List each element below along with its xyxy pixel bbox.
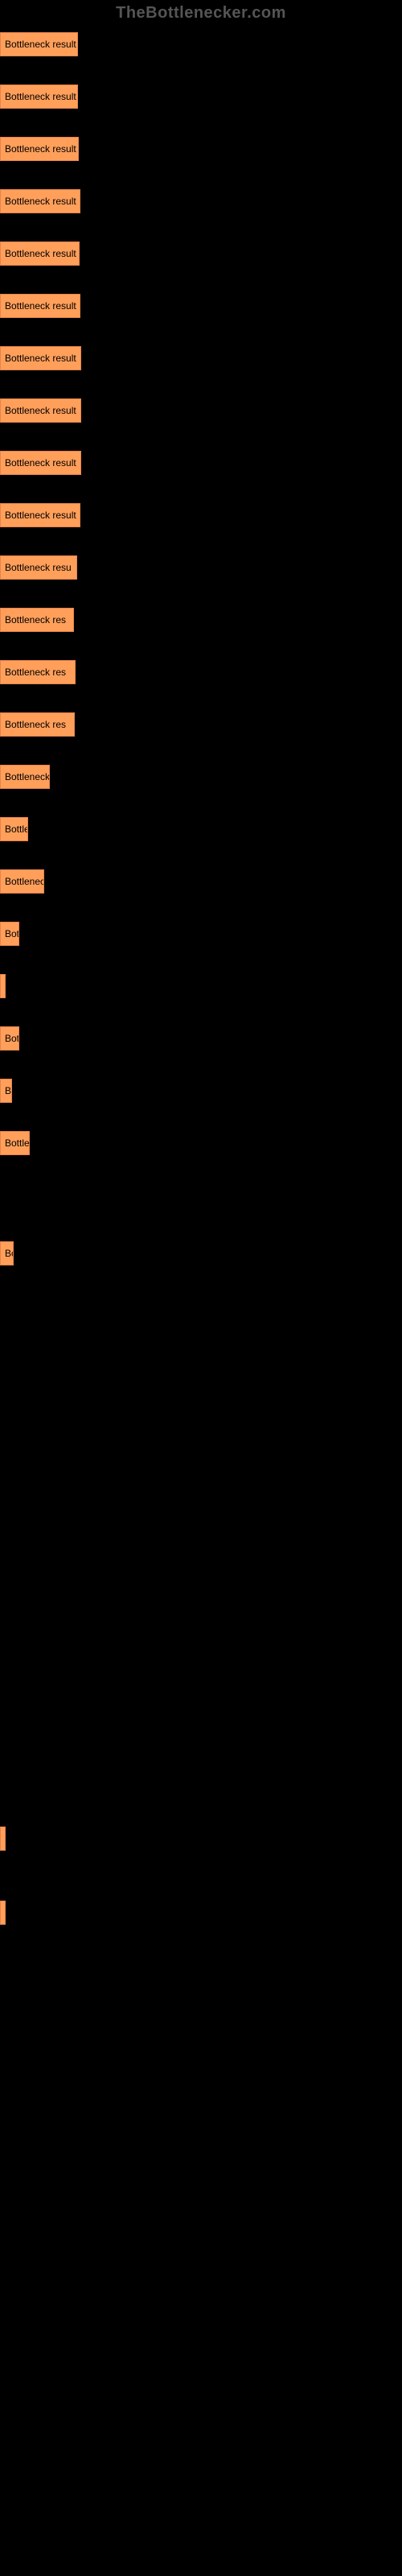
result-item	[0, 1827, 402, 1851]
result-bar: Bottleneck result	[0, 503, 80, 527]
result-item: Bottle	[0, 1131, 402, 1155]
result-item	[0, 1590, 402, 1614]
result-bar: Bottleneck result	[0, 398, 81, 423]
result-bar: Bottleneck result	[0, 189, 80, 213]
results-container: Bottleneck result Bottleneck result Bottle…	[0, 0, 402, 1925]
result-bar: Bottleneck result	[0, 294, 80, 318]
result-bar: Bottleneck result	[0, 137, 79, 161]
result-item: Bottleneck result	[0, 32, 402, 56]
result-bar: Bottleneck result	[0, 242, 80, 266]
result-bar: Bot	[0, 1026, 19, 1051]
result-bar: Bo	[0, 1241, 14, 1265]
result-item: Bot	[0, 1026, 402, 1051]
site-logo: TheBottlenecker.com	[116, 4, 286, 23]
result-bar: Bottle	[0, 1131, 30, 1155]
result-bar: Bottlenec	[0, 869, 44, 894]
result-item: Bottleneck res	[0, 712, 402, 737]
result-item: Bottleneck result	[0, 451, 402, 475]
result-item: Bottleneck result	[0, 137, 402, 161]
result-item	[0, 1183, 402, 1208]
result-item	[0, 1442, 402, 1466]
result-item: Bottleneck result	[0, 189, 402, 213]
result-item: Bottleneck res	[0, 660, 402, 684]
result-item: B	[0, 1901, 402, 1925]
result-bar: Bottleneck	[0, 765, 50, 789]
result-item: Bottleneck result	[0, 294, 402, 318]
result-item: Bottleneck	[0, 765, 402, 789]
result-item: Bottleneck result	[0, 503, 402, 527]
result-bar: Bottleneck result	[0, 346, 81, 370]
result-bar: Bottleneck result	[0, 85, 78, 109]
result-bar: Bottleneck res	[0, 660, 76, 684]
result-bar: B	[0, 1079, 12, 1103]
result-item	[0, 1294, 402, 1318]
result-bar: Bottleneck res	[0, 712, 75, 737]
result-bar: Bot	[0, 922, 19, 946]
result-item	[0, 1368, 402, 1392]
result-bar	[0, 974, 6, 998]
result-item: Bottleneck resu	[0, 555, 402, 580]
result-item: Bottleneck res	[0, 608, 402, 632]
result-bar: Bottle	[0, 817, 28, 841]
result-bar: Bottleneck resu	[0, 555, 77, 580]
result-item	[0, 1664, 402, 1688]
result-item: Bot	[0, 922, 402, 946]
result-bar: Bottleneck result	[0, 451, 81, 475]
result-bar: B	[0, 1901, 6, 1925]
result-item	[0, 974, 402, 998]
result-bar: Bottleneck res	[0, 608, 74, 632]
result-item: B	[0, 1079, 402, 1103]
result-bar	[0, 1827, 6, 1851]
result-item: Bo	[0, 1241, 402, 1265]
result-item: Bottlenec	[0, 869, 402, 894]
result-item: Bottleneck result	[0, 346, 402, 370]
result-item: Bottle	[0, 817, 402, 841]
result-item: Bottleneck result	[0, 85, 402, 109]
result-item: Bottleneck result	[0, 242, 402, 266]
result-bar: Bottleneck result	[0, 32, 78, 56]
result-item: Bottleneck result	[0, 398, 402, 423]
result-item	[0, 1516, 402, 1540]
